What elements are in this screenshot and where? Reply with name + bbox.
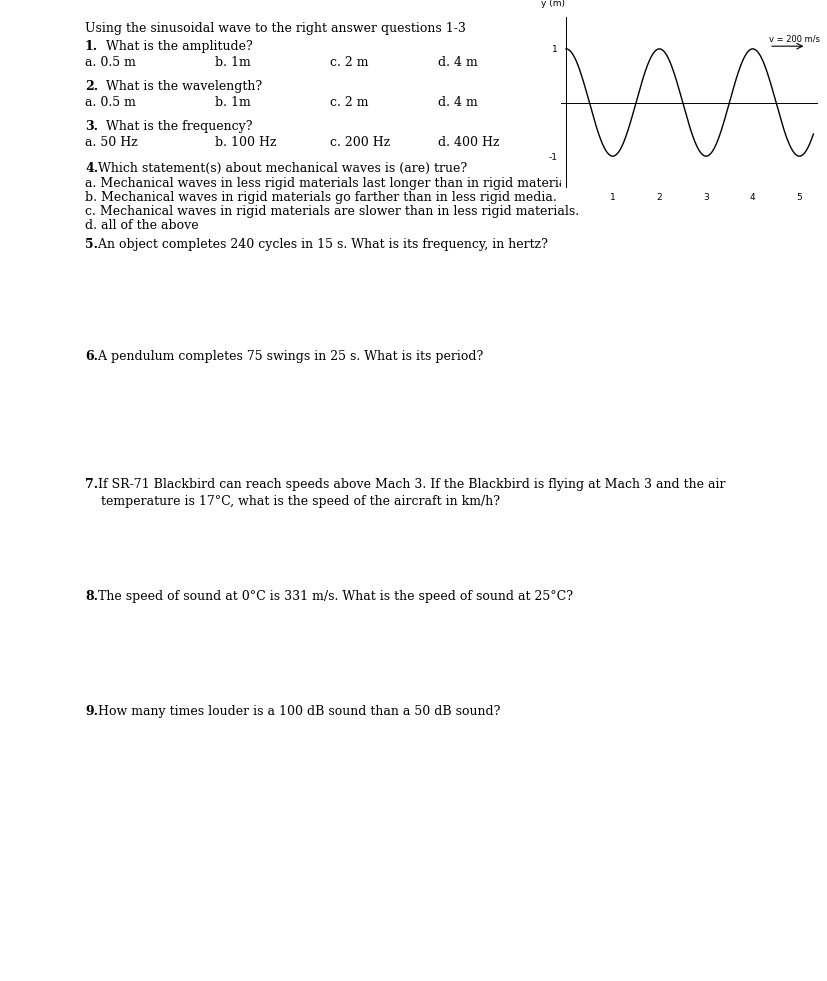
Text: If SR-71 Blackbird can reach speeds above Mach 3. If the Blackbird is flying at : If SR-71 Blackbird can reach speeds abov… — [93, 478, 724, 491]
Text: b. 1m: b. 1m — [215, 96, 251, 109]
Text: a. 0.5 m: a. 0.5 m — [85, 56, 136, 69]
Text: The speed of sound at 0°C is 331 m/s. What is the speed of sound at 25°C?: The speed of sound at 0°C is 331 m/s. Wh… — [93, 590, 572, 603]
Text: c. 2 m: c. 2 m — [330, 96, 368, 109]
Text: a. 50 Hz: a. 50 Hz — [85, 136, 137, 149]
Text: b. Mechanical waves in rigid materials go farther than in less rigid media.: b. Mechanical waves in rigid materials g… — [85, 191, 556, 204]
Text: a. Mechanical waves in less rigid materials last longer than in rigid materials.: a. Mechanical waves in less rigid materi… — [85, 177, 580, 190]
Text: b. 1m: b. 1m — [215, 56, 251, 69]
Text: a. 0.5 m: a. 0.5 m — [85, 96, 136, 109]
Text: 9.: 9. — [85, 705, 98, 718]
Text: 2.: 2. — [85, 80, 98, 93]
Text: 6.: 6. — [85, 350, 98, 363]
Text: 1.: 1. — [85, 40, 98, 53]
Text: y (m): y (m) — [540, 0, 564, 8]
Text: 7.: 7. — [85, 478, 98, 491]
Text: 5.: 5. — [85, 238, 98, 251]
Text: 4.: 4. — [85, 162, 98, 175]
Text: d. 400 Hz: d. 400 Hz — [437, 136, 499, 149]
Text: A pendulum completes 75 swings in 25 s. What is its period?: A pendulum completes 75 swings in 25 s. … — [93, 350, 482, 363]
Text: c. 2 m: c. 2 m — [330, 56, 368, 69]
Text: Which statement(s) about mechanical waves is (are) true?: Which statement(s) about mechanical wave… — [93, 162, 466, 175]
Text: d. 4 m: d. 4 m — [437, 96, 477, 109]
Text: d. all of the above: d. all of the above — [85, 219, 198, 232]
Text: c. 200 Hz: c. 200 Hz — [330, 136, 390, 149]
Text: v = 200 m/s: v = 200 m/s — [768, 34, 819, 43]
Text: d. 4 m: d. 4 m — [437, 56, 477, 69]
Text: How many times louder is a 100 dB sound than a 50 dB sound?: How many times louder is a 100 dB sound … — [93, 705, 500, 718]
Text: What is the frequency?: What is the frequency? — [93, 120, 251, 133]
Text: An object completes 240 cycles in 15 s. What is its frequency, in hertz?: An object completes 240 cycles in 15 s. … — [93, 238, 547, 251]
Text: 8.: 8. — [85, 590, 98, 603]
Text: What is the wavelength?: What is the wavelength? — [93, 80, 261, 93]
Text: Using the sinusoidal wave to the right answer questions 1-3: Using the sinusoidal wave to the right a… — [85, 22, 466, 35]
Text: b. 100 Hz: b. 100 Hz — [215, 136, 276, 149]
Text: What is the amplitude?: What is the amplitude? — [93, 40, 252, 53]
Text: c. Mechanical waves in rigid materials are slower than in less rigid materials.: c. Mechanical waves in rigid materials a… — [85, 205, 578, 218]
Text: 3.: 3. — [85, 120, 98, 133]
Text: temperature is 17°C, what is the speed of the aircraft in km/h?: temperature is 17°C, what is the speed o… — [85, 495, 500, 508]
